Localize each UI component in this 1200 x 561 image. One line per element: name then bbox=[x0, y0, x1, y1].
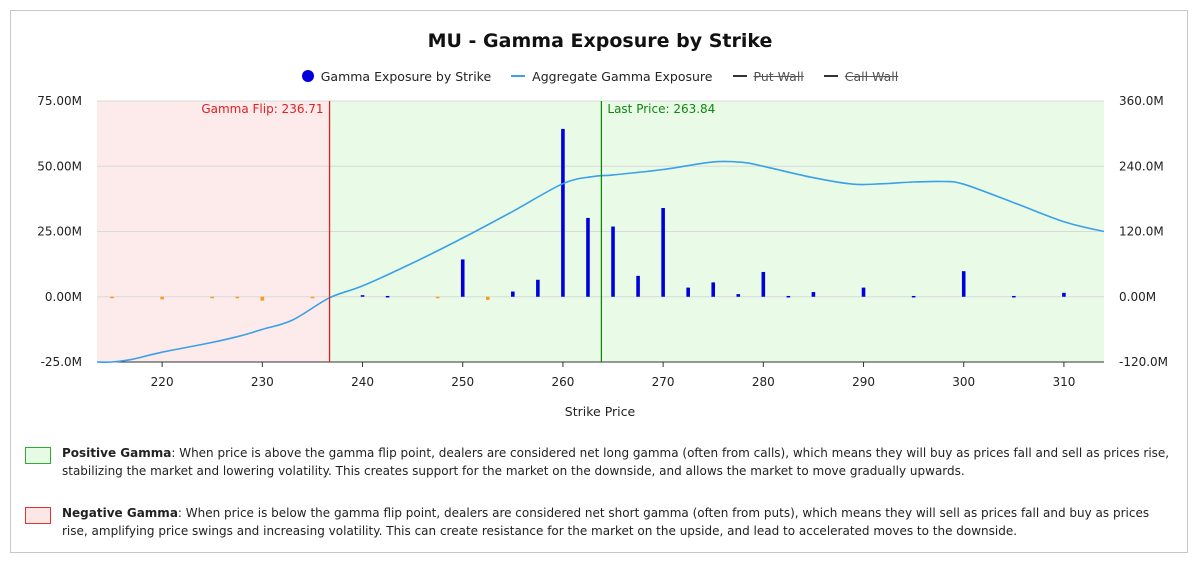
x-axis-title: Strike Price bbox=[564, 404, 636, 419]
positive-gamma-swatch bbox=[25, 447, 51, 464]
x-tick-label: 230 bbox=[251, 375, 274, 389]
gamma-bar bbox=[435, 296, 440, 299]
x-tick-label: 280 bbox=[752, 375, 775, 389]
legend-item-call-wall[interactable]: Call Wall bbox=[823, 68, 899, 84]
y-tick-label: 50.00M bbox=[37, 159, 82, 173]
y2-tick-label: 120.0M bbox=[1119, 225, 1164, 239]
gamma-bar bbox=[210, 296, 215, 299]
gamma-bar bbox=[786, 295, 791, 298]
gamma-bar bbox=[536, 279, 540, 297]
negative-gamma-text: : When price is below the gamma flip poi… bbox=[62, 506, 1150, 538]
legend-line-icon bbox=[823, 75, 838, 77]
legend-dot-icon bbox=[301, 70, 314, 82]
legend-label: Aggregate Gamma Exposure bbox=[532, 68, 713, 84]
gamma-bar bbox=[561, 128, 565, 297]
gamma-bar bbox=[235, 296, 240, 299]
aggregate-gamma-line bbox=[96, 160, 1105, 364]
gamma-bar bbox=[460, 259, 465, 297]
y2-tick-label: 240.0M bbox=[1119, 159, 1164, 173]
gamma-bar bbox=[911, 295, 916, 298]
negative-gamma-swatch bbox=[25, 507, 51, 524]
gamma-bar bbox=[711, 282, 716, 297]
legend-line-icon bbox=[732, 75, 747, 77]
legend-item-put-wall[interactable]: Put Wall bbox=[732, 68, 804, 84]
x-tick-label: 270 bbox=[652, 375, 675, 389]
gamma-bar bbox=[586, 217, 590, 297]
y-tick-label: 25.00M bbox=[37, 225, 82, 239]
x-tick-label: 300 bbox=[952, 375, 975, 389]
chart-legend: Gamma Exposure by Strike Aggregate Gamma… bbox=[0, 67, 1200, 85]
gamma-bar bbox=[310, 296, 315, 299]
gamma-bar bbox=[811, 292, 816, 297]
gamma-bar bbox=[385, 295, 390, 298]
negative-gamma-term: Negative Gamma bbox=[62, 506, 178, 520]
negative-gamma-note: Negative Gamma: When price is below the … bbox=[25, 504, 1175, 540]
legend-label: Put Wall bbox=[753, 68, 804, 84]
chart-title: MU - Gamma Exposure by Strike bbox=[427, 30, 773, 52]
y-tick-label: 75.00M bbox=[37, 94, 82, 108]
gamma-bar bbox=[961, 271, 966, 297]
gamma-bar bbox=[360, 295, 365, 297]
gamma-bar bbox=[511, 291, 515, 297]
y2-tick-label: 0.00M bbox=[1119, 290, 1156, 304]
x-tick-label: 240 bbox=[351, 375, 374, 389]
gamma-bar bbox=[661, 208, 665, 297]
y2-tick-label: -120.0M bbox=[1119, 355, 1168, 369]
legend-item-aggregate-gamma[interactable]: Aggregate Gamma Exposure bbox=[511, 68, 713, 84]
gamma-bar bbox=[485, 296, 490, 300]
positive-gamma-term: Positive Gamma bbox=[62, 446, 172, 460]
positive-gamma-text: : When price is above the gamma flip poi… bbox=[62, 446, 1170, 478]
x-tick-label: 220 bbox=[151, 375, 174, 389]
gamma-bar bbox=[160, 296, 164, 300]
positive-gamma-note: Positive Gamma: When price is above the … bbox=[25, 444, 1175, 480]
gamma-bar bbox=[611, 226, 615, 297]
gamma-bar bbox=[636, 275, 640, 297]
gamma-bar bbox=[1062, 292, 1066, 297]
x-tick-label: 290 bbox=[852, 375, 875, 389]
x-tick-label: 250 bbox=[451, 375, 474, 389]
gamma-bar bbox=[686, 287, 690, 297]
legend-label: Call Wall bbox=[844, 68, 899, 84]
gamma-chart: -25.0M 0.00M 25.00M 50.00M 75.00M -120.0M 0.00… bbox=[37, 94, 1168, 389]
gamma-bar bbox=[736, 294, 741, 297]
gamma-flip-label: Gamma Flip: 236.71 bbox=[201, 102, 323, 116]
legend-line-icon bbox=[511, 75, 526, 77]
gamma-bar bbox=[260, 296, 265, 301]
y-tick-label: 0.00M bbox=[45, 290, 82, 304]
gamma-bar bbox=[110, 296, 114, 299]
y-tick-label: -25.0M bbox=[41, 355, 82, 369]
legend-item-gamma-exposure[interactable]: Gamma Exposure by Strike bbox=[301, 68, 492, 84]
gamma-bar bbox=[861, 287, 866, 297]
last-price-label: Last Price: 263.84 bbox=[607, 102, 715, 116]
y2-tick-label: 360.0M bbox=[1119, 94, 1164, 108]
x-tick-label: 310 bbox=[1052, 375, 1075, 389]
gamma-bar bbox=[761, 271, 766, 297]
gamma-bar bbox=[1012, 295, 1016, 298]
legend-label: Gamma Exposure by Strike bbox=[320, 68, 492, 84]
x-tick-label: 260 bbox=[551, 375, 574, 389]
